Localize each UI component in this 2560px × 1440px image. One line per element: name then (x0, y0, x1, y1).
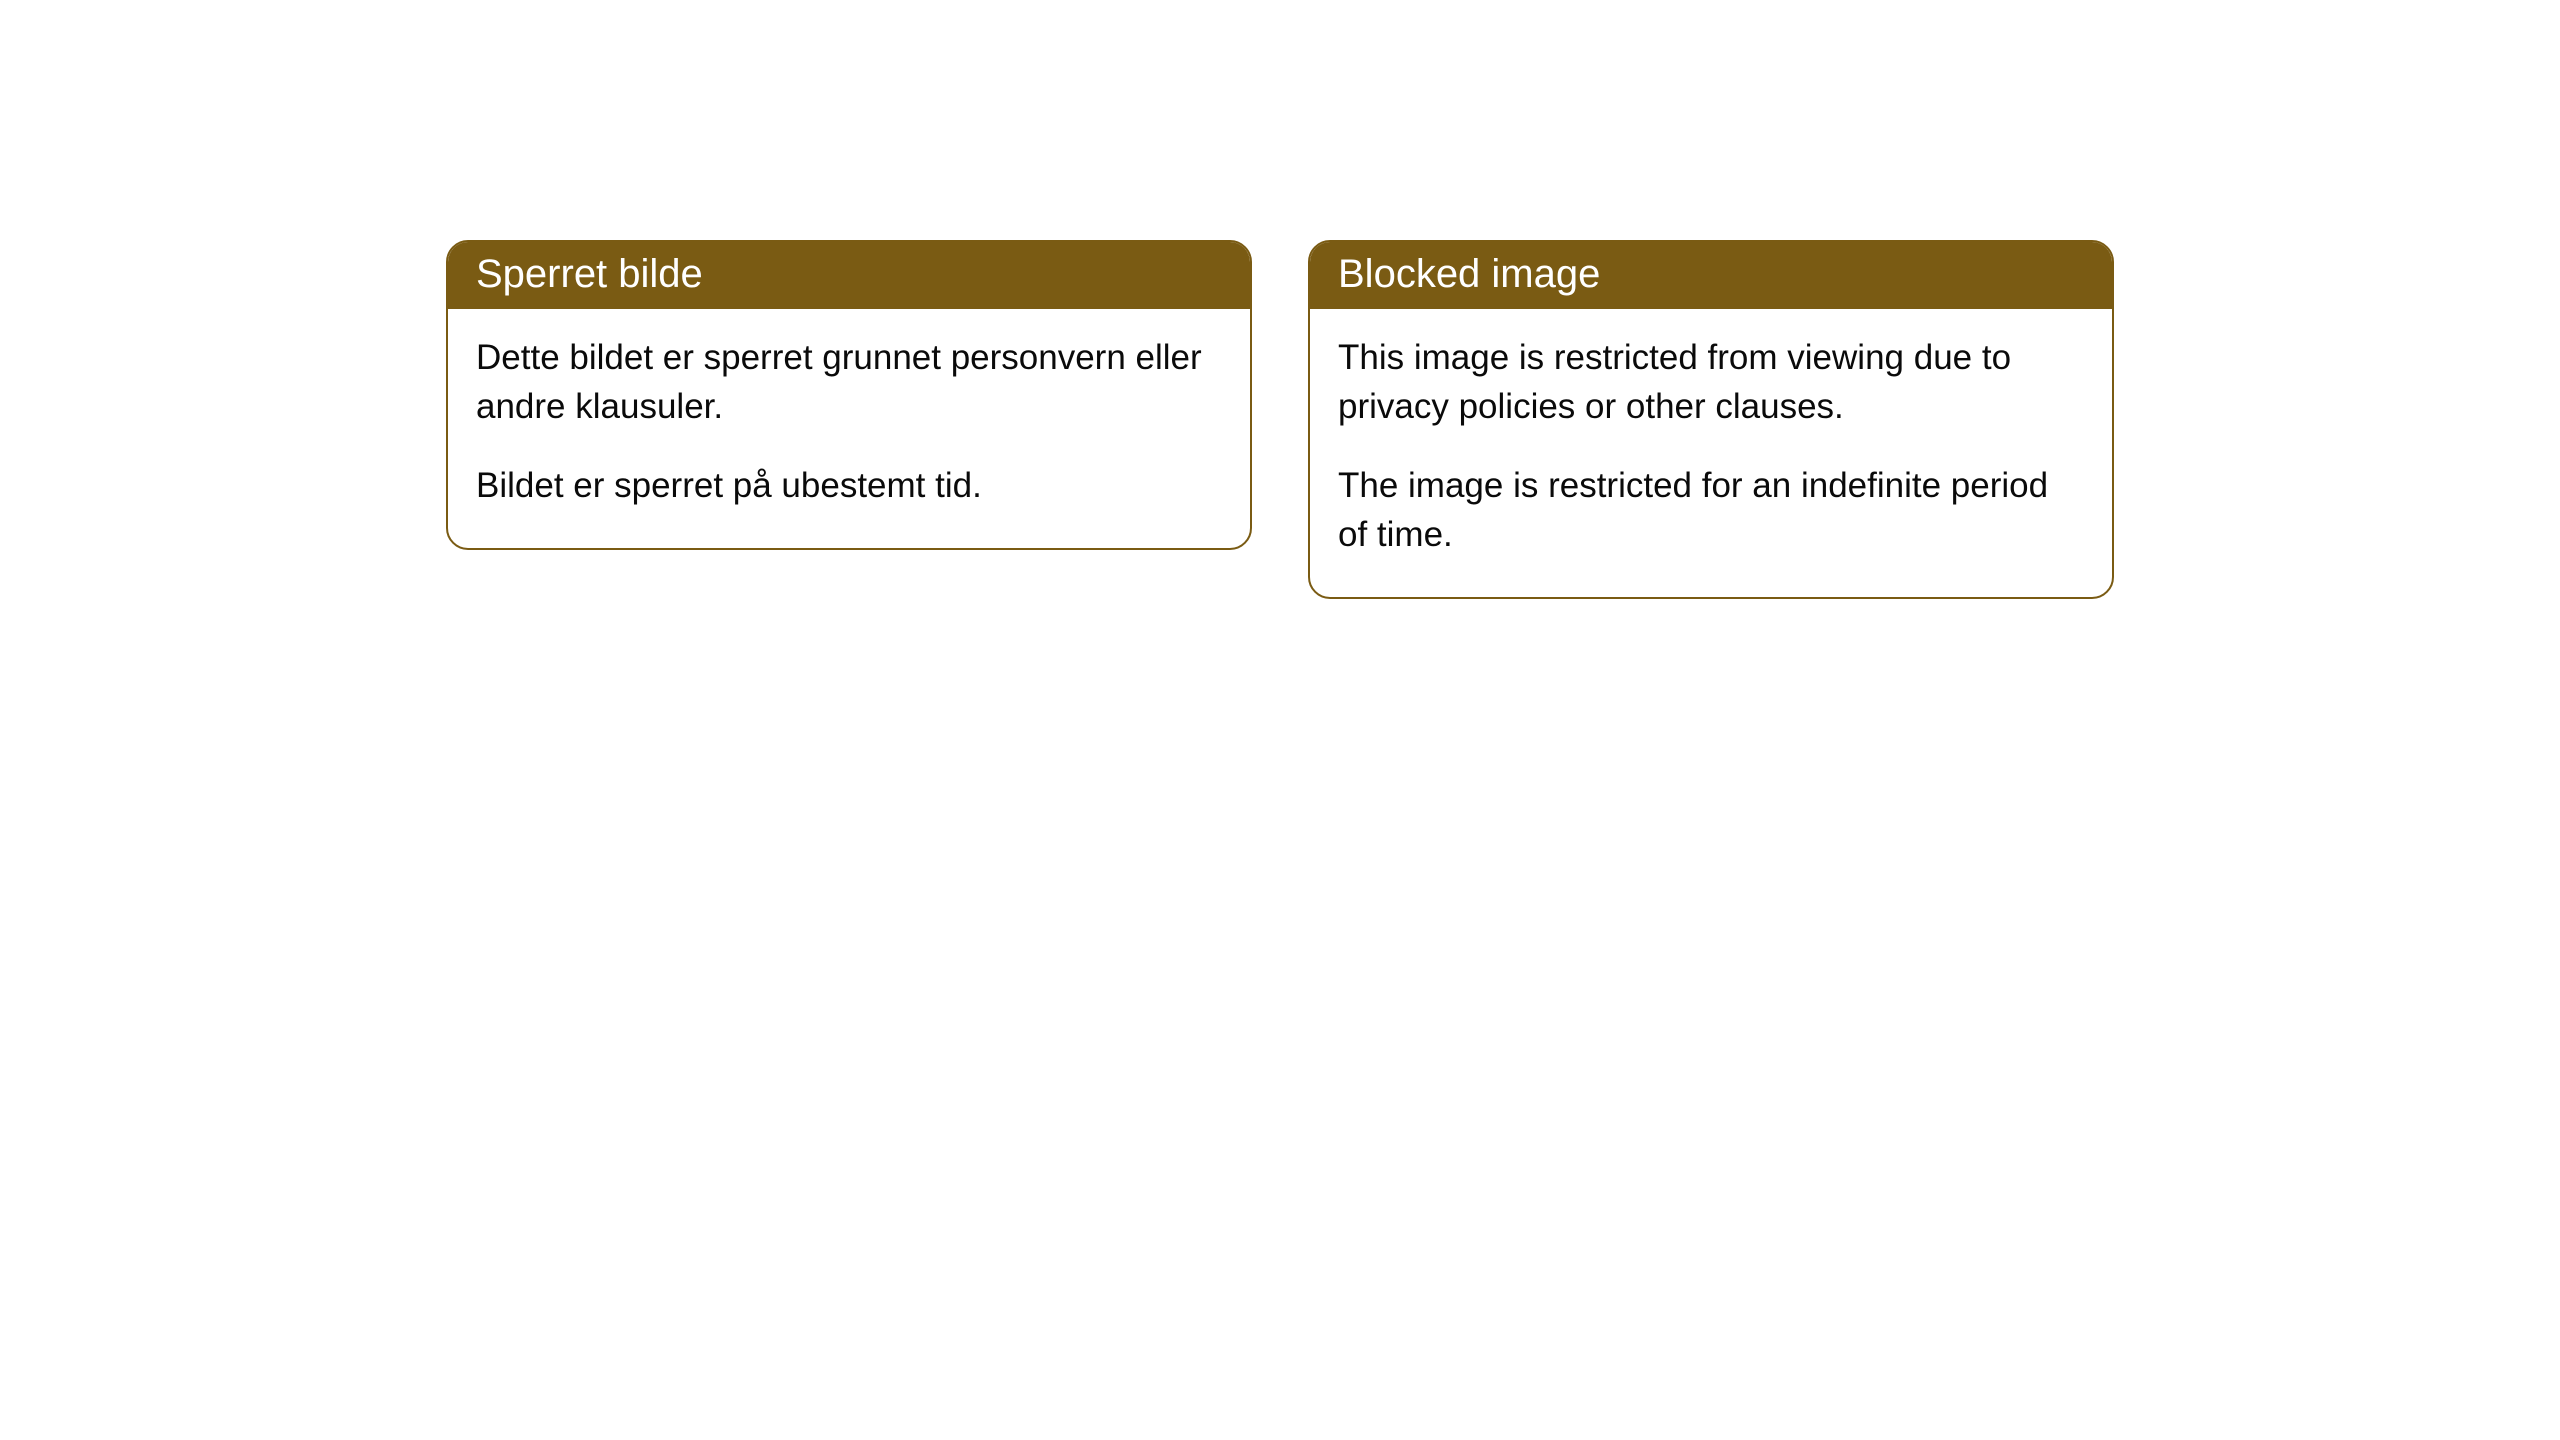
card-body: This image is restricted from viewing du… (1310, 309, 2112, 597)
blocked-image-card-en: Blocked image This image is restricted f… (1308, 240, 2114, 599)
card-paragraph-1: Dette bildet er sperret grunnet personve… (476, 333, 1222, 431)
card-title: Blocked image (1338, 252, 1600, 296)
card-paragraph-2: Bildet er sperret på ubestemt tid. (476, 461, 1222, 510)
card-paragraph-2: The image is restricted for an indefinit… (1338, 461, 2084, 559)
card-body: Dette bildet er sperret grunnet personve… (448, 309, 1250, 548)
blocked-image-card-no: Sperret bilde Dette bildet er sperret gr… (446, 240, 1252, 550)
card-paragraph-1: This image is restricted from viewing du… (1338, 333, 2084, 431)
cards-container: Sperret bilde Dette bildet er sperret gr… (446, 240, 2114, 1440)
card-header: Blocked image (1310, 242, 2112, 309)
card-header: Sperret bilde (448, 242, 1250, 309)
card-title: Sperret bilde (476, 252, 703, 296)
